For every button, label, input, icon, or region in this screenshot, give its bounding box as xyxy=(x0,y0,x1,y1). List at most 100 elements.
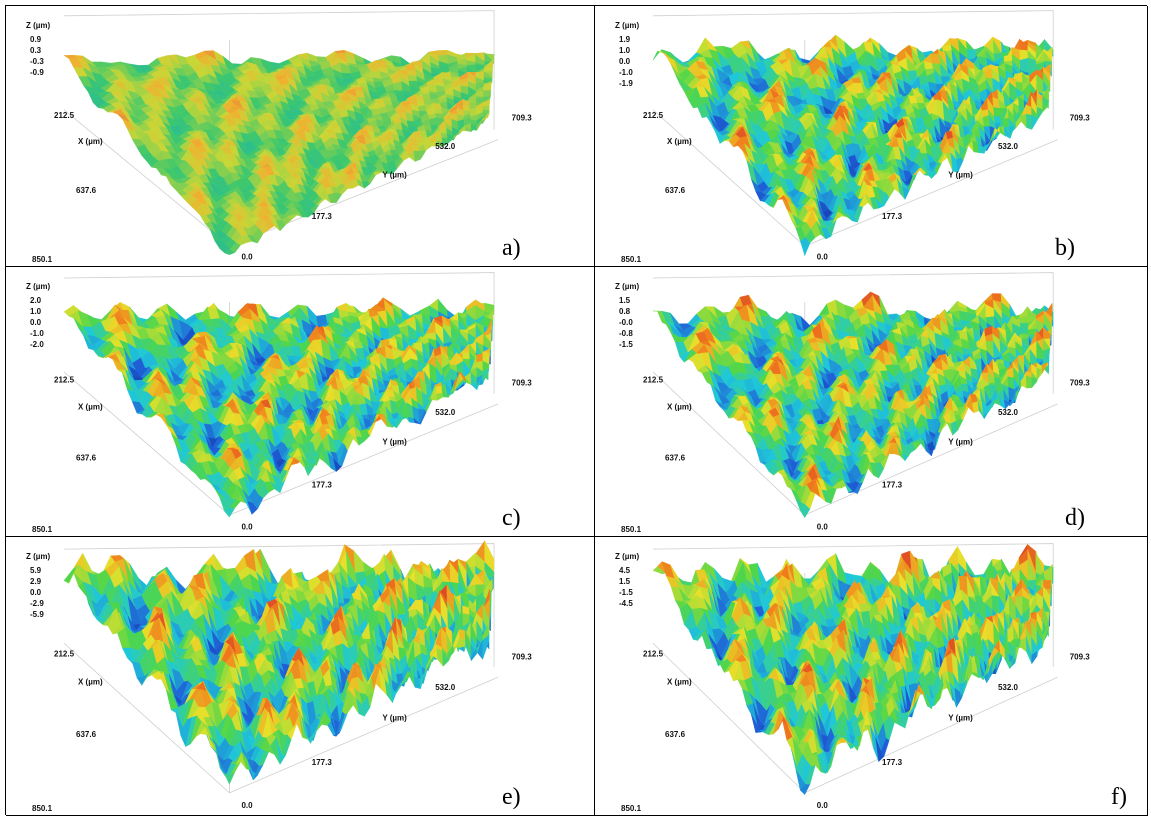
y-tick-label: 0.0 xyxy=(241,253,253,262)
y-axis-label: Y (µm) xyxy=(382,171,407,180)
z-tick-label: -2.9 xyxy=(30,599,44,608)
x-tick-label: 212.5 xyxy=(54,111,75,120)
z-tick-label: -1.0 xyxy=(619,68,633,77)
x-tick-label: 637.6 xyxy=(665,186,686,195)
z-tick-label: 0.8 xyxy=(619,307,631,316)
panel-f: Z (µm) 4.5 1.5 -1.5 -4.5 212.5 637.6 850.1 X (µm… xyxy=(595,537,1148,816)
z-tick-label: 0.0 xyxy=(619,57,631,66)
z-tick-label: 0.3 xyxy=(30,46,42,55)
y-tick-label: 0.0 xyxy=(241,801,253,810)
x-axis-label: X (µm) xyxy=(667,403,692,412)
x-tick-label: 637.6 xyxy=(665,730,686,739)
z-axis-label: Z (µm) xyxy=(615,282,639,291)
y-tick-label: 532.0 xyxy=(998,408,1019,417)
z-axis-label: Z (µm) xyxy=(26,282,50,291)
x-axis-label: X (µm) xyxy=(78,137,103,146)
x-tick-label: 850.1 xyxy=(621,525,642,534)
z-tick-label: -1.9 xyxy=(619,79,633,88)
y-tick-label: 709.3 xyxy=(512,113,533,122)
z-tick-label: 4.5 xyxy=(619,566,631,575)
x-tick-label: 637.6 xyxy=(76,454,97,463)
x-tick-label: 212.5 xyxy=(643,650,664,659)
z-tick-label: -5.9 xyxy=(30,610,44,619)
y-tick-label: 0.0 xyxy=(817,253,829,262)
panel-label-c: c) xyxy=(502,505,521,531)
z-tick-label: 2.9 xyxy=(30,577,42,586)
panel-label-d: d) xyxy=(1065,505,1085,531)
panel-d: Z (µm) 1.5 0.8 -0.0 -0.8 -1.5 212.5 637.6 850.1 X… xyxy=(595,267,1148,537)
x-tick-label: 850.1 xyxy=(32,525,53,534)
x-tick-label: 637.6 xyxy=(665,454,686,463)
z-tick-label: 1.5 xyxy=(619,577,631,586)
z-tick-label: 5.9 xyxy=(30,566,42,575)
y-axis-label: Y (µm) xyxy=(948,171,973,180)
panel-label-b: b) xyxy=(1055,235,1075,261)
figure-grid: Z (µm) 0.9 0.3 -0.3 -0.9 212.5 637.6 850.1 X (µm… xyxy=(5,5,1148,816)
x-tick-label: 212.5 xyxy=(54,376,75,385)
y-tick-label: 0.0 xyxy=(241,522,253,531)
surface-mesh xyxy=(63,49,495,255)
z-axis-label: Z (µm) xyxy=(615,21,639,30)
z-tick-label: -0.0 xyxy=(619,318,633,327)
y-tick-label: 0.0 xyxy=(817,801,829,810)
y-tick-label: 177.3 xyxy=(882,481,903,490)
x-axis-label: X (µm) xyxy=(667,137,692,146)
y-tick-label: 532.0 xyxy=(998,142,1019,151)
y-tick-label: 177.3 xyxy=(882,212,903,221)
panel-e: Z (µm) 5.9 2.9 0.0 -2.9 -5.9 212.5 637.6 850.1 X … xyxy=(6,537,595,816)
panel-label-a: a) xyxy=(502,235,521,261)
z-tick-label: 0.0 xyxy=(30,588,42,597)
surface-plot-b: Z (µm) 1.9 1.0 0.0 -1.0 -1.9 212.5 637.6 850.1 X … xyxy=(615,10,1091,264)
y-tick-label: 177.3 xyxy=(312,758,333,767)
surface-mesh xyxy=(652,291,1054,519)
z-tick-label: -0.9 xyxy=(30,68,44,77)
panel-label-e: e) xyxy=(502,784,521,810)
y-axis-label: Y (µm) xyxy=(382,713,407,722)
z-axis-label: Z (µm) xyxy=(26,21,50,30)
z-axis-label: Z (µm) xyxy=(615,552,639,561)
x-tick-label: 850.1 xyxy=(32,255,53,264)
y-tick-label: 709.3 xyxy=(1070,378,1091,387)
z-tick-label: 1.5 xyxy=(619,296,631,305)
panel-c: Z (µm) 2.0 1.0 0.0 -1.0 -2.0 212.5 637.6 850.1 X … xyxy=(6,267,595,537)
x-tick-label: 637.6 xyxy=(76,186,97,195)
panel-a: Z (µm) 0.9 0.3 -0.3 -0.9 212.5 637.6 850.1 X (µm… xyxy=(6,6,595,267)
y-tick-label: 177.3 xyxy=(312,212,333,221)
y-tick-label: 532.0 xyxy=(435,683,456,692)
z-tick-label: -0.3 xyxy=(30,57,44,66)
surface-mesh xyxy=(652,543,1054,795)
z-tick-label: 1.0 xyxy=(30,307,42,316)
surface-mesh xyxy=(63,540,495,785)
x-axis-label: X (µm) xyxy=(78,677,103,686)
z-tick-label: -4.5 xyxy=(619,599,633,608)
y-axis-label: Y (µm) xyxy=(948,438,973,447)
x-axis-label: X (µm) xyxy=(78,403,103,412)
y-tick-label: 532.0 xyxy=(435,142,456,151)
z-tick-label: 2.0 xyxy=(30,296,42,305)
z-tick-label: -0.8 xyxy=(619,329,633,338)
panel-label-f: f) xyxy=(1111,784,1127,810)
surface-plot-f: Z (µm) 4.5 1.5 -1.5 -4.5 212.5 637.6 850.1 X (µm… xyxy=(615,543,1091,813)
surface-plot-d: Z (µm) 1.5 0.8 -0.0 -0.8 -1.5 212.5 637.6 850.1 X… xyxy=(615,272,1091,534)
y-axis-label: Y (µm) xyxy=(382,438,407,447)
y-tick-label: 709.3 xyxy=(1070,113,1091,122)
y-tick-label: 177.3 xyxy=(312,481,333,490)
z-tick-label: 1.0 xyxy=(619,46,631,55)
panel-b: Z (µm) 1.9 1.0 0.0 -1.0 -1.9 212.5 637.6 850.1 X … xyxy=(595,6,1148,267)
surface-mesh xyxy=(652,34,1054,257)
y-tick-label: 532.0 xyxy=(998,683,1019,692)
surface-plot-a: Z (µm) 0.9 0.3 -0.3 -0.9 212.5 637.6 850.1 X (µm… xyxy=(26,10,533,264)
x-tick-label: 637.6 xyxy=(76,730,97,739)
y-tick-label: 709.3 xyxy=(512,652,533,661)
y-tick-label: 532.0 xyxy=(435,408,456,417)
z-tick-label: -1.0 xyxy=(30,329,44,338)
y-tick-label: 0.0 xyxy=(817,522,829,531)
y-tick-label: 709.3 xyxy=(1070,652,1091,661)
surface-plot-c: Z (µm) 2.0 1.0 0.0 -1.0 -2.0 212.5 637.6 850.1 X … xyxy=(26,272,533,534)
y-tick-label: 709.3 xyxy=(512,378,533,387)
surface-mesh xyxy=(63,297,495,518)
z-tick-label: 1.9 xyxy=(619,35,631,44)
x-tick-label: 850.1 xyxy=(32,804,53,813)
z-tick-label: 0.0 xyxy=(30,318,42,327)
x-tick-label: 212.5 xyxy=(643,376,664,385)
